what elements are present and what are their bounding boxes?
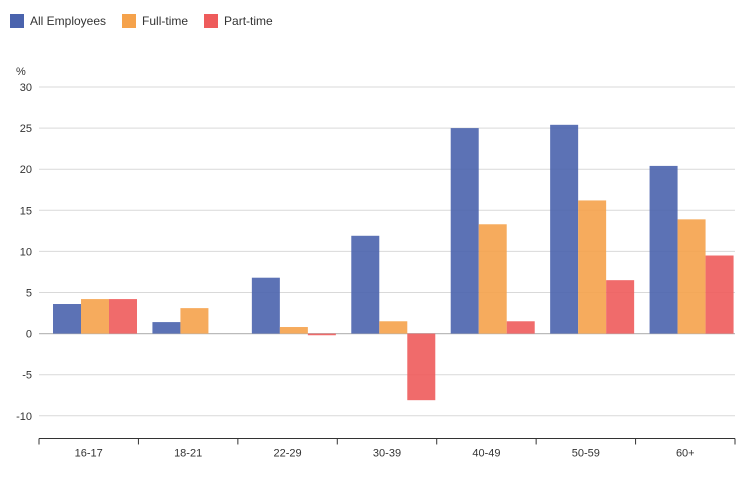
y-tick-label: 30: [20, 82, 32, 94]
bar-part-time: [506, 321, 535, 334]
y-tick-label: 5: [26, 288, 32, 300]
legend-swatch-all-employees: [10, 14, 24, 28]
bar-part-time: [307, 333, 336, 336]
x-tick-label: 50-59: [572, 447, 600, 459]
x-tick-label: 60+: [676, 447, 695, 459]
y-tick-label: 15: [20, 205, 32, 217]
bar-part-time: [109, 299, 137, 334]
legend-swatch-part-time: [204, 14, 219, 28]
y-tick-label: 10: [20, 246, 32, 258]
x-tick-label: 16-17: [75, 447, 103, 459]
legend-item-all-employees[interactable]: All Employees: [10, 14, 106, 28]
bar-full-time: [379, 321, 408, 334]
x-tick-label: 40-49: [472, 447, 500, 459]
y-axis-unit-label: %: [16, 66, 26, 78]
y-tick-label: 25: [20, 123, 32, 135]
bar-full-time: [81, 299, 109, 334]
bar-all-employees: [450, 128, 479, 334]
bar-part-time: [606, 280, 635, 334]
legend-label-part-time: Part-time: [224, 14, 273, 28]
bar-full-time: [578, 200, 607, 334]
bar-all-employees: [53, 304, 81, 334]
bar-part-time: [705, 255, 734, 334]
y-tick-label: 0: [26, 329, 32, 341]
legend-label-all-employees: All Employees: [30, 14, 107, 28]
legend-label-full-time: Full-time: [142, 14, 189, 28]
y-tick-label: 20: [20, 164, 32, 176]
y-tick-label: -5: [22, 370, 32, 382]
x-tick-label: 30-39: [373, 447, 401, 459]
bar-all-employees: [649, 165, 678, 334]
bar-part-time: [407, 333, 436, 401]
bar-full-time: [180, 308, 209, 334]
x-tick-label: 18-21: [174, 447, 202, 459]
bar-full-time: [279, 327, 308, 334]
bar-full-time: [478, 224, 507, 334]
legend-item-part-time[interactable]: Part-time: [204, 14, 273, 28]
bar-all-employees: [251, 277, 280, 334]
y-tick-label: -10: [16, 411, 32, 423]
legend: All Employees Full-time Part-time: [10, 14, 273, 28]
bar-all-employees: [351, 235, 380, 334]
legend-swatch-full-time: [122, 14, 137, 28]
bar-all-employees: [550, 124, 579, 334]
legend-item-full-time[interactable]: Full-time: [122, 14, 188, 28]
bar-all-employees: [152, 322, 181, 334]
x-tick-label: 22-29: [274, 447, 302, 459]
bar-full-time: [677, 219, 706, 334]
